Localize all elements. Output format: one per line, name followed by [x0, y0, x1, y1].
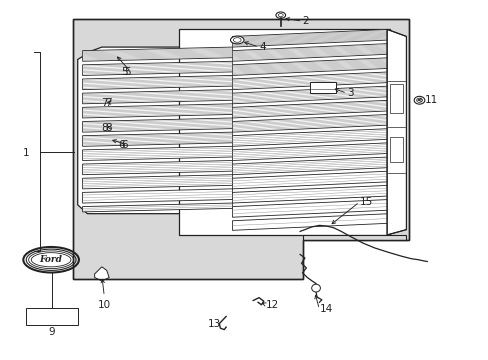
Text: 8: 8 [102, 122, 108, 132]
Polygon shape [232, 129, 389, 146]
Text: 10: 10 [98, 300, 111, 310]
Text: 12: 12 [265, 300, 279, 310]
Text: 5: 5 [121, 67, 127, 77]
Ellipse shape [275, 12, 285, 18]
Text: 6: 6 [121, 140, 127, 149]
Text: 7: 7 [102, 98, 108, 108]
Text: 5: 5 [124, 67, 131, 77]
Polygon shape [232, 72, 389, 90]
Text: 7: 7 [105, 98, 111, 108]
Polygon shape [232, 199, 389, 217]
FancyBboxPatch shape [26, 308, 78, 325]
Polygon shape [78, 47, 234, 214]
Polygon shape [82, 203, 232, 212]
Text: 3: 3 [346, 88, 353, 98]
Polygon shape [82, 161, 232, 175]
Polygon shape [232, 44, 389, 61]
Polygon shape [232, 86, 389, 104]
Text: 1: 1 [23, 148, 29, 158]
Polygon shape [82, 146, 232, 161]
Polygon shape [82, 118, 232, 132]
Polygon shape [232, 100, 389, 118]
Ellipse shape [311, 284, 320, 292]
Polygon shape [232, 30, 389, 47]
Polygon shape [82, 132, 232, 146]
Polygon shape [232, 157, 389, 175]
Polygon shape [82, 76, 232, 90]
Polygon shape [95, 267, 109, 281]
Polygon shape [232, 185, 389, 203]
Polygon shape [82, 61, 232, 76]
Text: 15: 15 [359, 197, 372, 207]
Polygon shape [82, 175, 232, 189]
Text: 8: 8 [105, 122, 111, 132]
Polygon shape [82, 47, 232, 61]
Text: 11: 11 [424, 95, 437, 104]
Polygon shape [82, 189, 232, 203]
Polygon shape [82, 90, 232, 104]
Polygon shape [232, 58, 389, 76]
Polygon shape [386, 30, 406, 235]
Text: 9: 9 [49, 327, 55, 337]
FancyBboxPatch shape [389, 84, 402, 113]
Ellipse shape [230, 36, 244, 44]
Polygon shape [82, 104, 232, 118]
Polygon shape [232, 171, 389, 189]
FancyBboxPatch shape [389, 138, 402, 162]
Polygon shape [73, 19, 408, 279]
Text: Ford: Ford [40, 255, 62, 264]
Text: 4: 4 [259, 42, 265, 52]
Polygon shape [179, 30, 389, 235]
Ellipse shape [413, 96, 424, 104]
FancyBboxPatch shape [309, 82, 336, 93]
Text: 14: 14 [319, 304, 332, 314]
Text: 6: 6 [118, 140, 124, 149]
Polygon shape [232, 114, 389, 132]
Polygon shape [302, 235, 406, 240]
Text: 2: 2 [302, 16, 308, 26]
Text: 13: 13 [207, 319, 221, 329]
Polygon shape [232, 143, 389, 161]
Polygon shape [232, 214, 389, 230]
